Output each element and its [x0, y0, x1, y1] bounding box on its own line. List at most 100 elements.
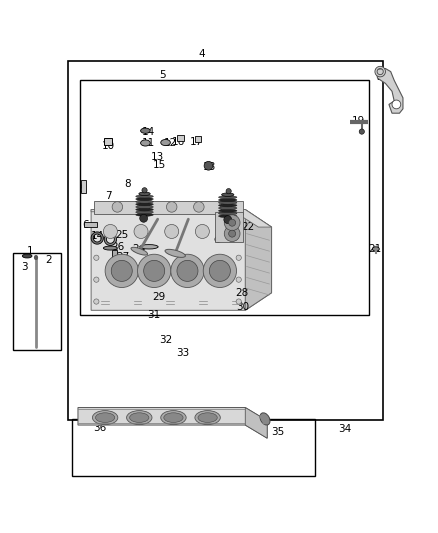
Text: 33: 33 — [177, 348, 190, 358]
Circle shape — [203, 254, 237, 287]
Text: 21: 21 — [368, 244, 381, 254]
Ellipse shape — [165, 249, 185, 257]
Ellipse shape — [372, 247, 379, 251]
Ellipse shape — [92, 410, 118, 425]
Text: 31: 31 — [148, 310, 161, 320]
Ellipse shape — [136, 195, 153, 198]
Ellipse shape — [136, 203, 153, 206]
Text: 32: 32 — [159, 335, 172, 345]
Circle shape — [229, 219, 236, 226]
Ellipse shape — [161, 140, 170, 146]
Circle shape — [139, 201, 150, 212]
Text: 20: 20 — [377, 72, 390, 82]
Circle shape — [221, 201, 231, 212]
Text: 6: 6 — [82, 220, 89, 230]
Ellipse shape — [224, 229, 242, 233]
Ellipse shape — [141, 128, 150, 133]
Ellipse shape — [136, 213, 153, 216]
Bar — [68, 61, 383, 420]
Bar — [112, 250, 117, 259]
Circle shape — [226, 224, 240, 238]
Ellipse shape — [140, 245, 158, 249]
Ellipse shape — [161, 410, 186, 425]
Text: 30: 30 — [237, 302, 250, 312]
Circle shape — [138, 254, 171, 287]
Circle shape — [226, 189, 231, 194]
Circle shape — [194, 201, 204, 212]
Text: 23: 23 — [222, 232, 235, 242]
Circle shape — [229, 230, 236, 237]
Text: 11: 11 — [142, 138, 155, 148]
Ellipse shape — [130, 413, 149, 423]
Ellipse shape — [103, 246, 117, 250]
Circle shape — [166, 201, 177, 212]
Polygon shape — [245, 209, 272, 310]
Ellipse shape — [219, 204, 237, 207]
Ellipse shape — [136, 205, 153, 208]
Ellipse shape — [131, 247, 148, 255]
Circle shape — [94, 299, 99, 304]
Bar — [80, 80, 369, 314]
Text: 16: 16 — [172, 136, 185, 147]
Text: 1: 1 — [26, 246, 33, 256]
Polygon shape — [91, 209, 272, 310]
Bar — [94, 201, 243, 214]
Polygon shape — [245, 408, 267, 438]
Text: 14: 14 — [91, 231, 104, 241]
Circle shape — [94, 277, 99, 282]
Ellipse shape — [141, 140, 150, 146]
Text: 25: 25 — [115, 230, 128, 240]
Circle shape — [392, 100, 401, 109]
Bar — [104, 138, 112, 145]
Bar — [81, 180, 86, 193]
Ellipse shape — [219, 212, 237, 215]
Ellipse shape — [219, 196, 237, 199]
Ellipse shape — [136, 208, 153, 211]
Ellipse shape — [219, 215, 237, 217]
Ellipse shape — [139, 192, 150, 196]
Ellipse shape — [219, 209, 237, 212]
Text: 9: 9 — [79, 183, 86, 193]
Bar — [72, 419, 315, 476]
Text: 14: 14 — [141, 127, 155, 136]
Text: 36: 36 — [93, 423, 106, 433]
Circle shape — [224, 226, 240, 241]
Circle shape — [142, 188, 147, 193]
Circle shape — [224, 215, 240, 231]
Text: 4: 4 — [198, 49, 205, 59]
Circle shape — [359, 129, 364, 134]
Text: 29: 29 — [152, 292, 165, 302]
Text: 35: 35 — [272, 427, 285, 437]
Circle shape — [209, 260, 230, 281]
Bar — [215, 212, 243, 243]
Ellipse shape — [22, 254, 32, 258]
Text: 17: 17 — [190, 136, 203, 147]
Circle shape — [94, 255, 99, 260]
Circle shape — [224, 216, 232, 223]
Text: 19: 19 — [352, 116, 365, 126]
Circle shape — [236, 255, 241, 260]
Ellipse shape — [136, 200, 153, 203]
Circle shape — [215, 236, 221, 243]
Circle shape — [171, 254, 204, 287]
Circle shape — [134, 224, 148, 238]
Ellipse shape — [127, 410, 152, 425]
Text: 13: 13 — [151, 152, 164, 162]
Text: 8: 8 — [124, 179, 131, 189]
Text: 24: 24 — [133, 244, 146, 254]
Circle shape — [236, 299, 241, 304]
Bar — [13, 253, 61, 350]
Circle shape — [105, 254, 138, 287]
Ellipse shape — [219, 198, 237, 201]
Circle shape — [140, 214, 148, 222]
Text: 28: 28 — [235, 288, 248, 298]
Circle shape — [165, 224, 179, 238]
Text: 34: 34 — [339, 424, 352, 433]
Text: 18: 18 — [203, 161, 216, 172]
Text: 10: 10 — [102, 141, 115, 151]
Polygon shape — [78, 408, 267, 438]
Ellipse shape — [260, 413, 270, 425]
Text: 26: 26 — [111, 242, 124, 252]
Text: 22: 22 — [241, 222, 254, 232]
Circle shape — [204, 161, 213, 170]
